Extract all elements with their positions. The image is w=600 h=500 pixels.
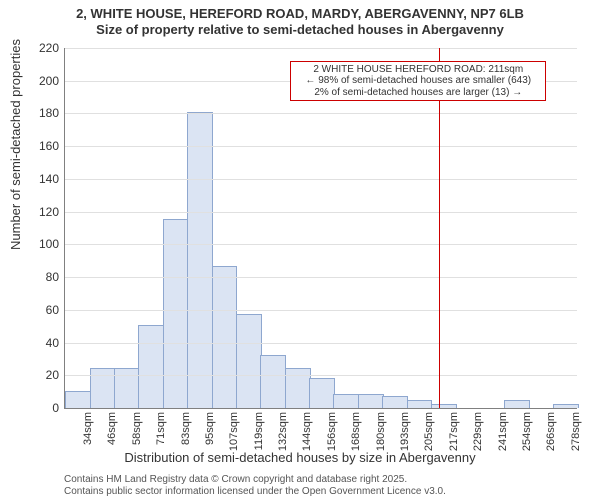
- y-tick-label: 20: [46, 368, 59, 382]
- x-tick-label: 278sqm: [570, 412, 582, 451]
- x-tick-label: 144sqm: [301, 412, 313, 451]
- x-tick-label: 107sqm: [228, 412, 240, 451]
- histogram-bar: [382, 396, 408, 408]
- y-gridline: [65, 277, 577, 278]
- chart-title-line1: 2, WHITE HOUSE, HEREFORD ROAD, MARDY, AB…: [0, 6, 600, 22]
- x-tick-label: 83sqm: [180, 412, 192, 445]
- y-gridline: [65, 375, 577, 376]
- annotation-line-3: 2% of semi-detached houses are larger (1…: [295, 87, 541, 99]
- y-tick-label: 220: [39, 41, 59, 55]
- y-gridline: [65, 212, 577, 213]
- x-tick-label: 241sqm: [497, 412, 509, 451]
- histogram-bar: [333, 394, 359, 408]
- histogram-bar: [212, 266, 238, 408]
- histogram-bar: [260, 355, 286, 408]
- property-marker-line: [439, 48, 440, 408]
- histogram-bar: [431, 404, 457, 408]
- property-annotation-box: 2 WHITE HOUSE HEREFORD ROAD: 211sqm← 98%…: [290, 61, 546, 102]
- y-tick-label: 120: [39, 205, 59, 219]
- x-tick-label: 119sqm: [253, 412, 265, 450]
- chart-title: 2, WHITE HOUSE, HEREFORD ROAD, MARDY, AB…: [0, 6, 600, 39]
- x-tick-label: 58sqm: [131, 412, 143, 445]
- x-tick-label: 205sqm: [423, 412, 435, 451]
- histogram-bar: [90, 368, 116, 408]
- attribution-line2: Contains public sector information licen…: [64, 486, 446, 498]
- histogram-bar: [114, 368, 140, 408]
- histogram-bar: [553, 404, 579, 408]
- property-size-histogram: 2, WHITE HOUSE, HEREFORD ROAD, MARDY, AB…: [0, 0, 600, 500]
- histogram-bar: [138, 325, 164, 408]
- y-tick-label: 40: [46, 336, 59, 350]
- plot-area: 02040608010012014016018020022034sqm46sqm…: [64, 48, 577, 409]
- y-gridline: [65, 343, 577, 344]
- annotation-line-1: 2 WHITE HOUSE HEREFORD ROAD: 211sqm: [295, 64, 541, 76]
- x-tick-label: 193sqm: [399, 412, 411, 451]
- histogram-bar: [309, 378, 335, 408]
- y-tick-label: 160: [39, 139, 59, 153]
- y-gridline: [65, 146, 577, 147]
- y-gridline: [65, 48, 577, 49]
- histogram-bars: [65, 48, 577, 408]
- x-tick-label: 168sqm: [350, 412, 362, 451]
- y-tick-label: 80: [46, 270, 59, 284]
- histogram-bar: [236, 314, 262, 408]
- x-tick-label: 180sqm: [375, 412, 387, 451]
- attribution: Contains HM Land Registry data © Crown c…: [64, 474, 446, 497]
- x-tick-label: 132sqm: [277, 412, 289, 451]
- y-gridline: [65, 310, 577, 311]
- x-tick-label: 71sqm: [155, 412, 167, 445]
- y-tick-label: 60: [46, 303, 59, 317]
- y-gridline: [65, 244, 577, 245]
- x-tick-label: 34sqm: [82, 412, 94, 445]
- x-tick-label: 254sqm: [521, 412, 533, 451]
- histogram-bar: [358, 394, 384, 408]
- x-tick-label: 156sqm: [326, 412, 338, 451]
- y-tick-label: 100: [39, 237, 59, 251]
- annotation-line-2: ← 98% of semi-detached houses are smalle…: [295, 75, 541, 87]
- x-tick-label: 217sqm: [448, 412, 460, 451]
- attribution-line1: Contains HM Land Registry data © Crown c…: [64, 474, 446, 486]
- histogram-bar: [504, 400, 530, 408]
- histogram-bar: [407, 400, 433, 408]
- y-tick-label: 0: [52, 401, 59, 415]
- y-gridline: [65, 179, 577, 180]
- y-tick-label: 180: [39, 106, 59, 120]
- y-axis-label: Number of semi-detached properties: [8, 39, 23, 250]
- x-tick-label: 46sqm: [106, 412, 118, 445]
- x-tick-label: 266sqm: [545, 412, 557, 451]
- histogram-bar: [163, 219, 189, 408]
- y-tick-label: 140: [39, 172, 59, 186]
- x-axis-label: Distribution of semi-detached houses by …: [0, 450, 600, 465]
- y-tick-label: 200: [39, 74, 59, 88]
- histogram-bar: [65, 391, 91, 408]
- chart-title-line2: Size of property relative to semi-detach…: [0, 22, 600, 38]
- histogram-bar: [187, 112, 213, 408]
- histogram-bar: [285, 368, 311, 408]
- y-gridline: [65, 113, 577, 114]
- x-tick-label: 229sqm: [472, 412, 484, 451]
- x-tick-label: 95sqm: [204, 412, 216, 445]
